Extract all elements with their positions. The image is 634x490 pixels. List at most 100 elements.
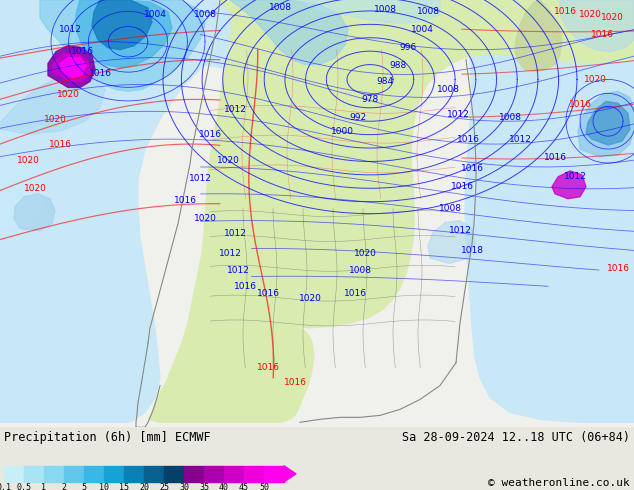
Polygon shape	[148, 0, 634, 422]
Text: © weatheronline.co.uk: © weatheronline.co.uk	[488, 478, 630, 488]
Text: 1016: 1016	[257, 363, 280, 372]
Text: 1018: 1018	[460, 246, 484, 255]
Text: 1008: 1008	[373, 5, 396, 14]
Text: 1008: 1008	[269, 3, 292, 12]
Text: 1016: 1016	[198, 130, 221, 139]
Text: 0.1: 0.1	[0, 483, 11, 490]
Polygon shape	[52, 54, 90, 81]
Bar	[224, 466, 244, 482]
Text: 1004: 1004	[143, 10, 167, 20]
Text: 2: 2	[61, 483, 67, 490]
Text: 1020: 1020	[299, 294, 321, 303]
Text: 25: 25	[159, 483, 169, 490]
Bar	[164, 466, 184, 482]
Text: 15: 15	[119, 483, 129, 490]
Text: 1020: 1020	[217, 156, 240, 166]
Bar	[104, 466, 124, 482]
Text: 10: 10	[99, 483, 109, 490]
Bar	[204, 466, 224, 482]
Text: 50: 50	[259, 483, 269, 490]
Polygon shape	[578, 92, 634, 157]
Polygon shape	[60, 58, 86, 77]
Polygon shape	[428, 220, 475, 263]
Text: 1008: 1008	[498, 113, 522, 122]
Text: 1012: 1012	[188, 174, 211, 183]
Text: 1012: 1012	[508, 135, 531, 144]
Text: Precipitation (6h) [mm] ECMWF: Precipitation (6h) [mm] ECMWF	[4, 431, 210, 444]
Text: 1016: 1016	[569, 100, 592, 109]
Bar	[64, 466, 84, 482]
Polygon shape	[76, 0, 172, 68]
Text: 1020: 1020	[600, 13, 623, 23]
Polygon shape	[0, 157, 45, 228]
Text: 1020: 1020	[16, 156, 39, 166]
Text: 1012: 1012	[224, 229, 247, 238]
Polygon shape	[0, 74, 105, 134]
Text: 1020: 1020	[583, 75, 607, 84]
Text: 1020: 1020	[354, 249, 377, 258]
Text: 1016: 1016	[233, 282, 257, 291]
Text: 1016: 1016	[590, 30, 614, 39]
Text: 1012: 1012	[226, 266, 249, 275]
Text: 1012: 1012	[224, 105, 247, 114]
Text: Sa 28-09-2024 12..18 UTC (06+84): Sa 28-09-2024 12..18 UTC (06+84)	[402, 431, 630, 444]
Polygon shape	[0, 0, 634, 70]
Text: 1012: 1012	[446, 110, 469, 119]
Bar	[4, 466, 24, 482]
Polygon shape	[0, 0, 220, 422]
Bar	[244, 466, 264, 482]
Text: 1008: 1008	[439, 204, 462, 213]
Text: 1004: 1004	[411, 25, 434, 34]
Polygon shape	[92, 0, 152, 49]
Polygon shape	[48, 46, 95, 87]
Text: 1012: 1012	[58, 25, 81, 34]
Text: 1012: 1012	[564, 172, 586, 181]
Text: 1008: 1008	[417, 7, 439, 17]
Polygon shape	[14, 194, 55, 230]
Bar	[264, 466, 284, 482]
Polygon shape	[300, 0, 440, 24]
Text: 45: 45	[239, 483, 249, 490]
Text: 5: 5	[82, 483, 86, 490]
Text: 1016: 1016	[451, 182, 474, 191]
Text: 1020: 1020	[579, 10, 602, 20]
Bar	[124, 466, 144, 482]
Text: 996: 996	[399, 43, 417, 52]
Text: 35: 35	[199, 483, 209, 490]
Text: 1016: 1016	[460, 165, 484, 173]
Polygon shape	[586, 101, 630, 145]
Text: 1020: 1020	[193, 214, 216, 223]
Text: 30: 30	[179, 483, 189, 490]
Text: 1016: 1016	[344, 289, 366, 297]
Polygon shape	[40, 0, 205, 92]
Text: 984: 984	[377, 77, 394, 86]
Text: 1016: 1016	[257, 289, 280, 297]
Polygon shape	[284, 466, 296, 482]
Text: 1016: 1016	[174, 196, 197, 205]
Bar	[184, 466, 204, 482]
Text: 1016: 1016	[70, 47, 93, 56]
Text: 1016: 1016	[89, 69, 112, 78]
Bar	[24, 466, 44, 482]
Text: 1012: 1012	[449, 226, 472, 235]
Text: 1020: 1020	[44, 115, 67, 124]
Bar	[84, 466, 104, 482]
Text: 988: 988	[389, 61, 406, 70]
Bar	[144, 466, 164, 482]
Text: 1016: 1016	[607, 264, 630, 273]
Text: 0.5: 0.5	[16, 483, 32, 490]
Text: 1016: 1016	[543, 152, 567, 162]
Text: 1000: 1000	[330, 127, 354, 136]
Text: 1016: 1016	[48, 140, 72, 148]
Text: 1020: 1020	[23, 184, 46, 193]
Polygon shape	[515, 0, 562, 72]
Text: 1016: 1016	[456, 135, 479, 144]
Polygon shape	[560, 0, 634, 51]
Text: 1008: 1008	[193, 10, 216, 20]
Text: 1016: 1016	[553, 7, 576, 17]
Text: 978: 978	[361, 95, 378, 104]
Polygon shape	[460, 0, 634, 422]
Text: 992: 992	[349, 113, 366, 122]
Text: 1016: 1016	[283, 378, 306, 387]
Text: 1020: 1020	[56, 90, 79, 99]
